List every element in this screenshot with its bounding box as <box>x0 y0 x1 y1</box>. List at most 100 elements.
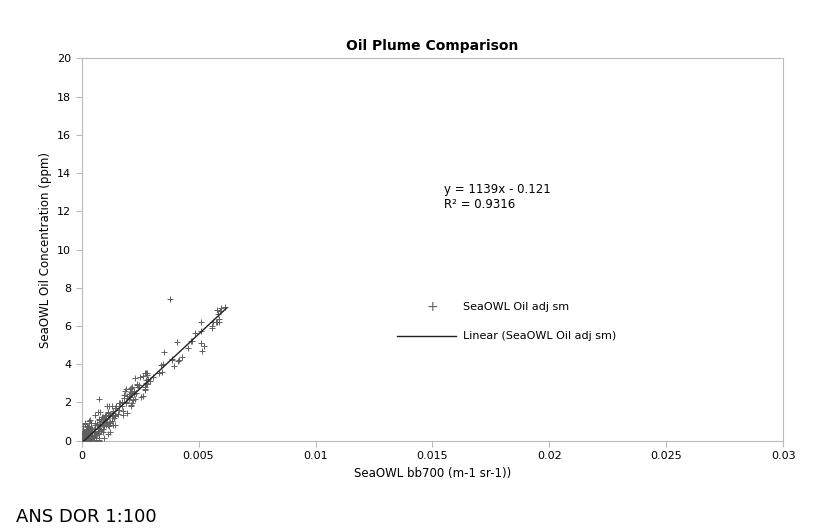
Point <box>78 434 91 442</box>
Point <box>140 379 153 387</box>
Point <box>124 401 137 409</box>
Point <box>79 434 92 443</box>
Point <box>125 384 138 392</box>
Point <box>77 436 90 445</box>
Point <box>140 380 153 388</box>
Point <box>100 411 113 419</box>
Y-axis label: SeaOWL Oil Concentration (ppm): SeaOWL Oil Concentration (ppm) <box>38 151 51 348</box>
Point <box>171 338 184 347</box>
Point <box>98 421 111 430</box>
Point <box>82 428 95 436</box>
Point <box>79 428 92 436</box>
Point <box>129 388 142 397</box>
Point <box>88 428 101 436</box>
Point <box>84 434 97 443</box>
Point <box>78 434 91 442</box>
Point <box>211 310 224 318</box>
Point <box>100 402 113 411</box>
Point <box>140 369 153 377</box>
Point <box>81 426 94 434</box>
Point <box>76 436 89 445</box>
Point <box>83 426 96 434</box>
Point <box>91 424 104 433</box>
Point <box>117 407 130 416</box>
Point <box>103 401 116 410</box>
Point <box>113 399 126 407</box>
Point <box>206 318 220 327</box>
Point <box>76 436 89 445</box>
Point <box>105 416 118 425</box>
Point <box>139 369 152 377</box>
Point <box>102 421 115 429</box>
Point <box>140 369 153 378</box>
Point <box>120 394 133 402</box>
Point <box>79 434 92 442</box>
Point <box>118 393 131 402</box>
Point <box>101 418 114 426</box>
Point <box>100 412 113 421</box>
Point <box>82 434 95 443</box>
Title: Oil Plume Comparison: Oil Plume Comparison <box>346 39 519 53</box>
Point <box>77 436 90 445</box>
Point <box>120 399 133 407</box>
Point <box>167 362 180 370</box>
Point <box>86 433 100 442</box>
Point <box>78 434 91 443</box>
Point <box>96 427 109 436</box>
Point <box>136 392 149 401</box>
Point <box>205 322 218 330</box>
Text: ANS DOR 1:100: ANS DOR 1:100 <box>16 508 157 526</box>
Point <box>81 436 94 445</box>
Point <box>94 421 107 429</box>
Point <box>122 390 135 398</box>
Point <box>100 421 113 429</box>
Point <box>78 427 91 436</box>
Point <box>80 429 93 438</box>
Point <box>82 436 95 444</box>
Point <box>135 393 148 401</box>
Point <box>86 431 99 440</box>
Point <box>116 410 129 419</box>
Point <box>82 436 95 445</box>
Point <box>77 436 90 445</box>
Point <box>88 427 101 436</box>
Point <box>129 389 142 397</box>
Point <box>119 387 132 395</box>
Point <box>92 430 105 438</box>
Point <box>84 427 97 435</box>
Point <box>90 436 103 444</box>
Point <box>80 434 93 443</box>
Point <box>122 395 135 404</box>
Point <box>102 411 115 419</box>
Point <box>82 423 95 431</box>
Point <box>97 414 110 422</box>
Point <box>87 433 100 441</box>
Point <box>101 430 114 438</box>
Point <box>215 303 228 312</box>
Point <box>154 361 167 370</box>
Point <box>124 384 137 393</box>
Point <box>78 436 91 445</box>
Point <box>107 413 120 422</box>
Point <box>141 371 154 379</box>
Point <box>80 436 93 444</box>
Point <box>82 431 95 439</box>
Point <box>78 435 91 443</box>
Point <box>82 434 95 442</box>
Point <box>76 433 89 442</box>
Point <box>103 418 116 426</box>
Point <box>89 436 102 445</box>
Point <box>78 427 91 436</box>
Point <box>89 421 102 429</box>
Point <box>126 382 139 391</box>
Point <box>175 353 188 361</box>
Point <box>92 435 105 444</box>
Point <box>76 429 89 437</box>
Point <box>119 384 132 393</box>
Point <box>156 360 169 369</box>
Point <box>91 429 104 438</box>
Point <box>82 430 95 439</box>
Point <box>146 373 159 381</box>
Point <box>76 422 89 431</box>
Point <box>155 368 168 376</box>
